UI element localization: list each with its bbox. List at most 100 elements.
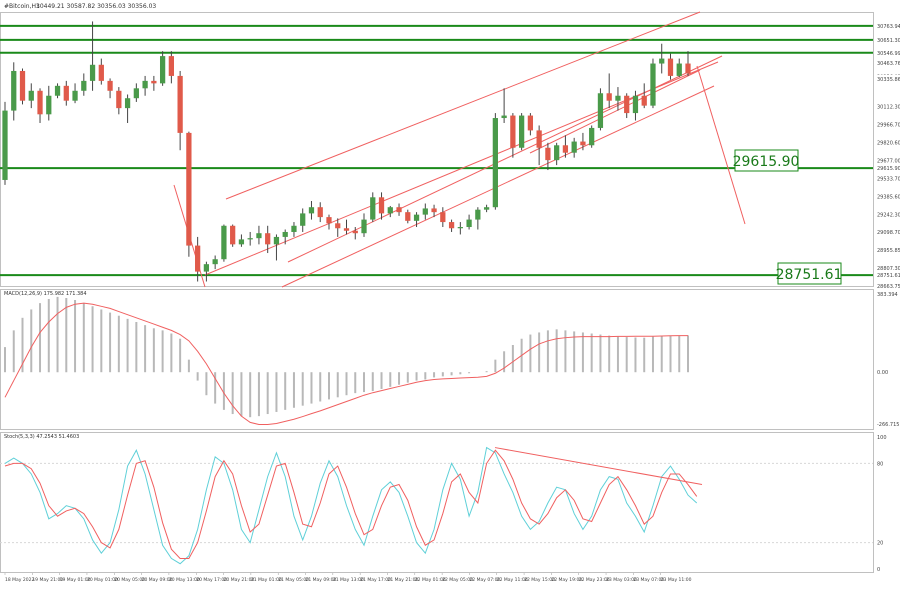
candle-body xyxy=(475,209,481,220)
candle-body xyxy=(676,63,682,76)
candle-body xyxy=(483,207,490,210)
price-axis-label-bg xyxy=(876,245,900,254)
macd-signal-line xyxy=(4,302,688,426)
time-axis-label: 22 May 05:00 xyxy=(442,577,473,583)
candle-body xyxy=(81,80,87,91)
trend-line xyxy=(696,65,746,225)
axis-layer: 30763.9430651.3030546.9930463.7630356.03… xyxy=(4,21,900,583)
time-axis-label: 20 May 01:00 xyxy=(87,577,118,583)
candle-body xyxy=(230,225,236,245)
macd-pane-frame xyxy=(0,289,874,430)
time-axis-label: 21 May 01:00 xyxy=(251,577,282,583)
candle-body xyxy=(667,58,674,76)
price-axis-label-bg xyxy=(876,74,900,83)
trend-line xyxy=(225,11,701,200)
candle-body xyxy=(116,90,122,109)
price-axis-label: 29385.60 xyxy=(877,195,900,201)
candle-body xyxy=(571,141,577,153)
time-axis-label: 23 May 11:00 xyxy=(661,577,692,583)
price-axis-label: 30546.99 xyxy=(877,51,900,57)
candle-body xyxy=(343,228,350,231)
candle-body xyxy=(98,64,104,81)
candle-body xyxy=(641,95,647,106)
price-axis-label: 29615.90 xyxy=(877,166,900,172)
candle-body xyxy=(308,207,315,214)
time-axis-label: 21 May 13:00 xyxy=(333,577,364,583)
candle-body xyxy=(54,85,61,96)
stoch-divergence-line xyxy=(494,447,703,486)
candle-body xyxy=(142,80,148,89)
chart-header-ohlc: 30449.21 30587.82 30356.03 30356.03 xyxy=(36,3,156,10)
time-axis-label: 22 May 01:00 xyxy=(415,577,446,583)
candle-body xyxy=(19,70,26,101)
price-axis-label: 30651.30 xyxy=(877,38,900,44)
price-axis-label: 28807.30 xyxy=(877,266,900,272)
price-axis-label: 28955.85 xyxy=(877,248,900,254)
candle-body xyxy=(527,115,534,131)
candle-body xyxy=(28,90,34,101)
candle-body xyxy=(519,115,525,148)
candle-body xyxy=(597,93,604,128)
price-axis-label-bg xyxy=(876,21,900,30)
candle-body xyxy=(457,227,463,229)
candle-body xyxy=(422,208,428,215)
candle-body xyxy=(352,230,358,234)
price-axis-label: 30335.86 xyxy=(877,77,900,83)
candle-body xyxy=(107,80,113,91)
trend-line xyxy=(529,69,701,154)
price-axis-label: 29677.00 xyxy=(877,159,900,165)
candle-body xyxy=(554,145,560,161)
macd-axis-label: 0.00 xyxy=(877,370,888,376)
candle-body xyxy=(159,56,166,84)
candle-body xyxy=(133,88,139,99)
candle-body xyxy=(273,236,280,245)
macd-axis-label: -266.715 xyxy=(877,422,899,428)
candle-body xyxy=(72,90,78,101)
level-badge-upper-box xyxy=(734,149,799,172)
stoch-main-line xyxy=(4,446,698,565)
price-axis-label-bg xyxy=(876,228,900,237)
price-axis-label-bg xyxy=(876,210,900,219)
time-axis-label: 21 May 05:00 xyxy=(278,577,309,583)
time-axis-label: 20 May 17:00 xyxy=(196,577,227,583)
candle-body xyxy=(370,197,376,220)
price-layer xyxy=(0,11,873,288)
time-axis-label: 20 May 05:00 xyxy=(114,577,145,583)
time-axis-label: 22 May 19:00 xyxy=(551,577,582,583)
price-axis-label: 29533.70 xyxy=(877,176,900,182)
stoch-axis-label: 100 xyxy=(877,435,887,441)
price-axis-label: 30463.76 xyxy=(877,61,900,67)
candle-body xyxy=(615,95,621,101)
time-axis-label: 23 May 07:00 xyxy=(633,577,664,583)
candle-body xyxy=(124,98,131,109)
candle-body xyxy=(562,145,569,153)
price-axis-label-bg xyxy=(876,102,900,111)
candle-body xyxy=(589,127,595,146)
macd-layer: 383.394 0.00 -266.715 xyxy=(4,292,899,428)
price-axis-label-bg xyxy=(876,48,900,57)
candle-body xyxy=(431,208,437,213)
candle-body xyxy=(168,56,174,76)
candle-body xyxy=(186,132,192,246)
price-axis-label-bg xyxy=(876,164,900,173)
candle-body xyxy=(177,75,183,133)
candle-body xyxy=(650,63,656,106)
candle-body xyxy=(536,130,542,148)
time-axis-label: 22 May 15:00 xyxy=(524,577,555,583)
stoch-axis-label: 0 xyxy=(877,567,880,573)
stoch-layer: 100 80 20 0 xyxy=(0,435,887,573)
level-badge-lower-box xyxy=(777,262,842,285)
candle-body xyxy=(195,245,201,272)
stoch-axis-label: 80 xyxy=(877,461,883,467)
time-axis-label: 19 May 01:00 xyxy=(60,577,91,583)
candle-body xyxy=(317,207,323,218)
candle-body xyxy=(448,222,455,229)
stoch-label: Stoch(5,3,3) 47.2543 51.4603 xyxy=(4,434,79,440)
candle-body xyxy=(282,231,288,237)
price-axis-label: 30763.94 xyxy=(877,24,900,30)
price-pane-frame xyxy=(0,12,874,287)
candle-body xyxy=(221,225,227,260)
